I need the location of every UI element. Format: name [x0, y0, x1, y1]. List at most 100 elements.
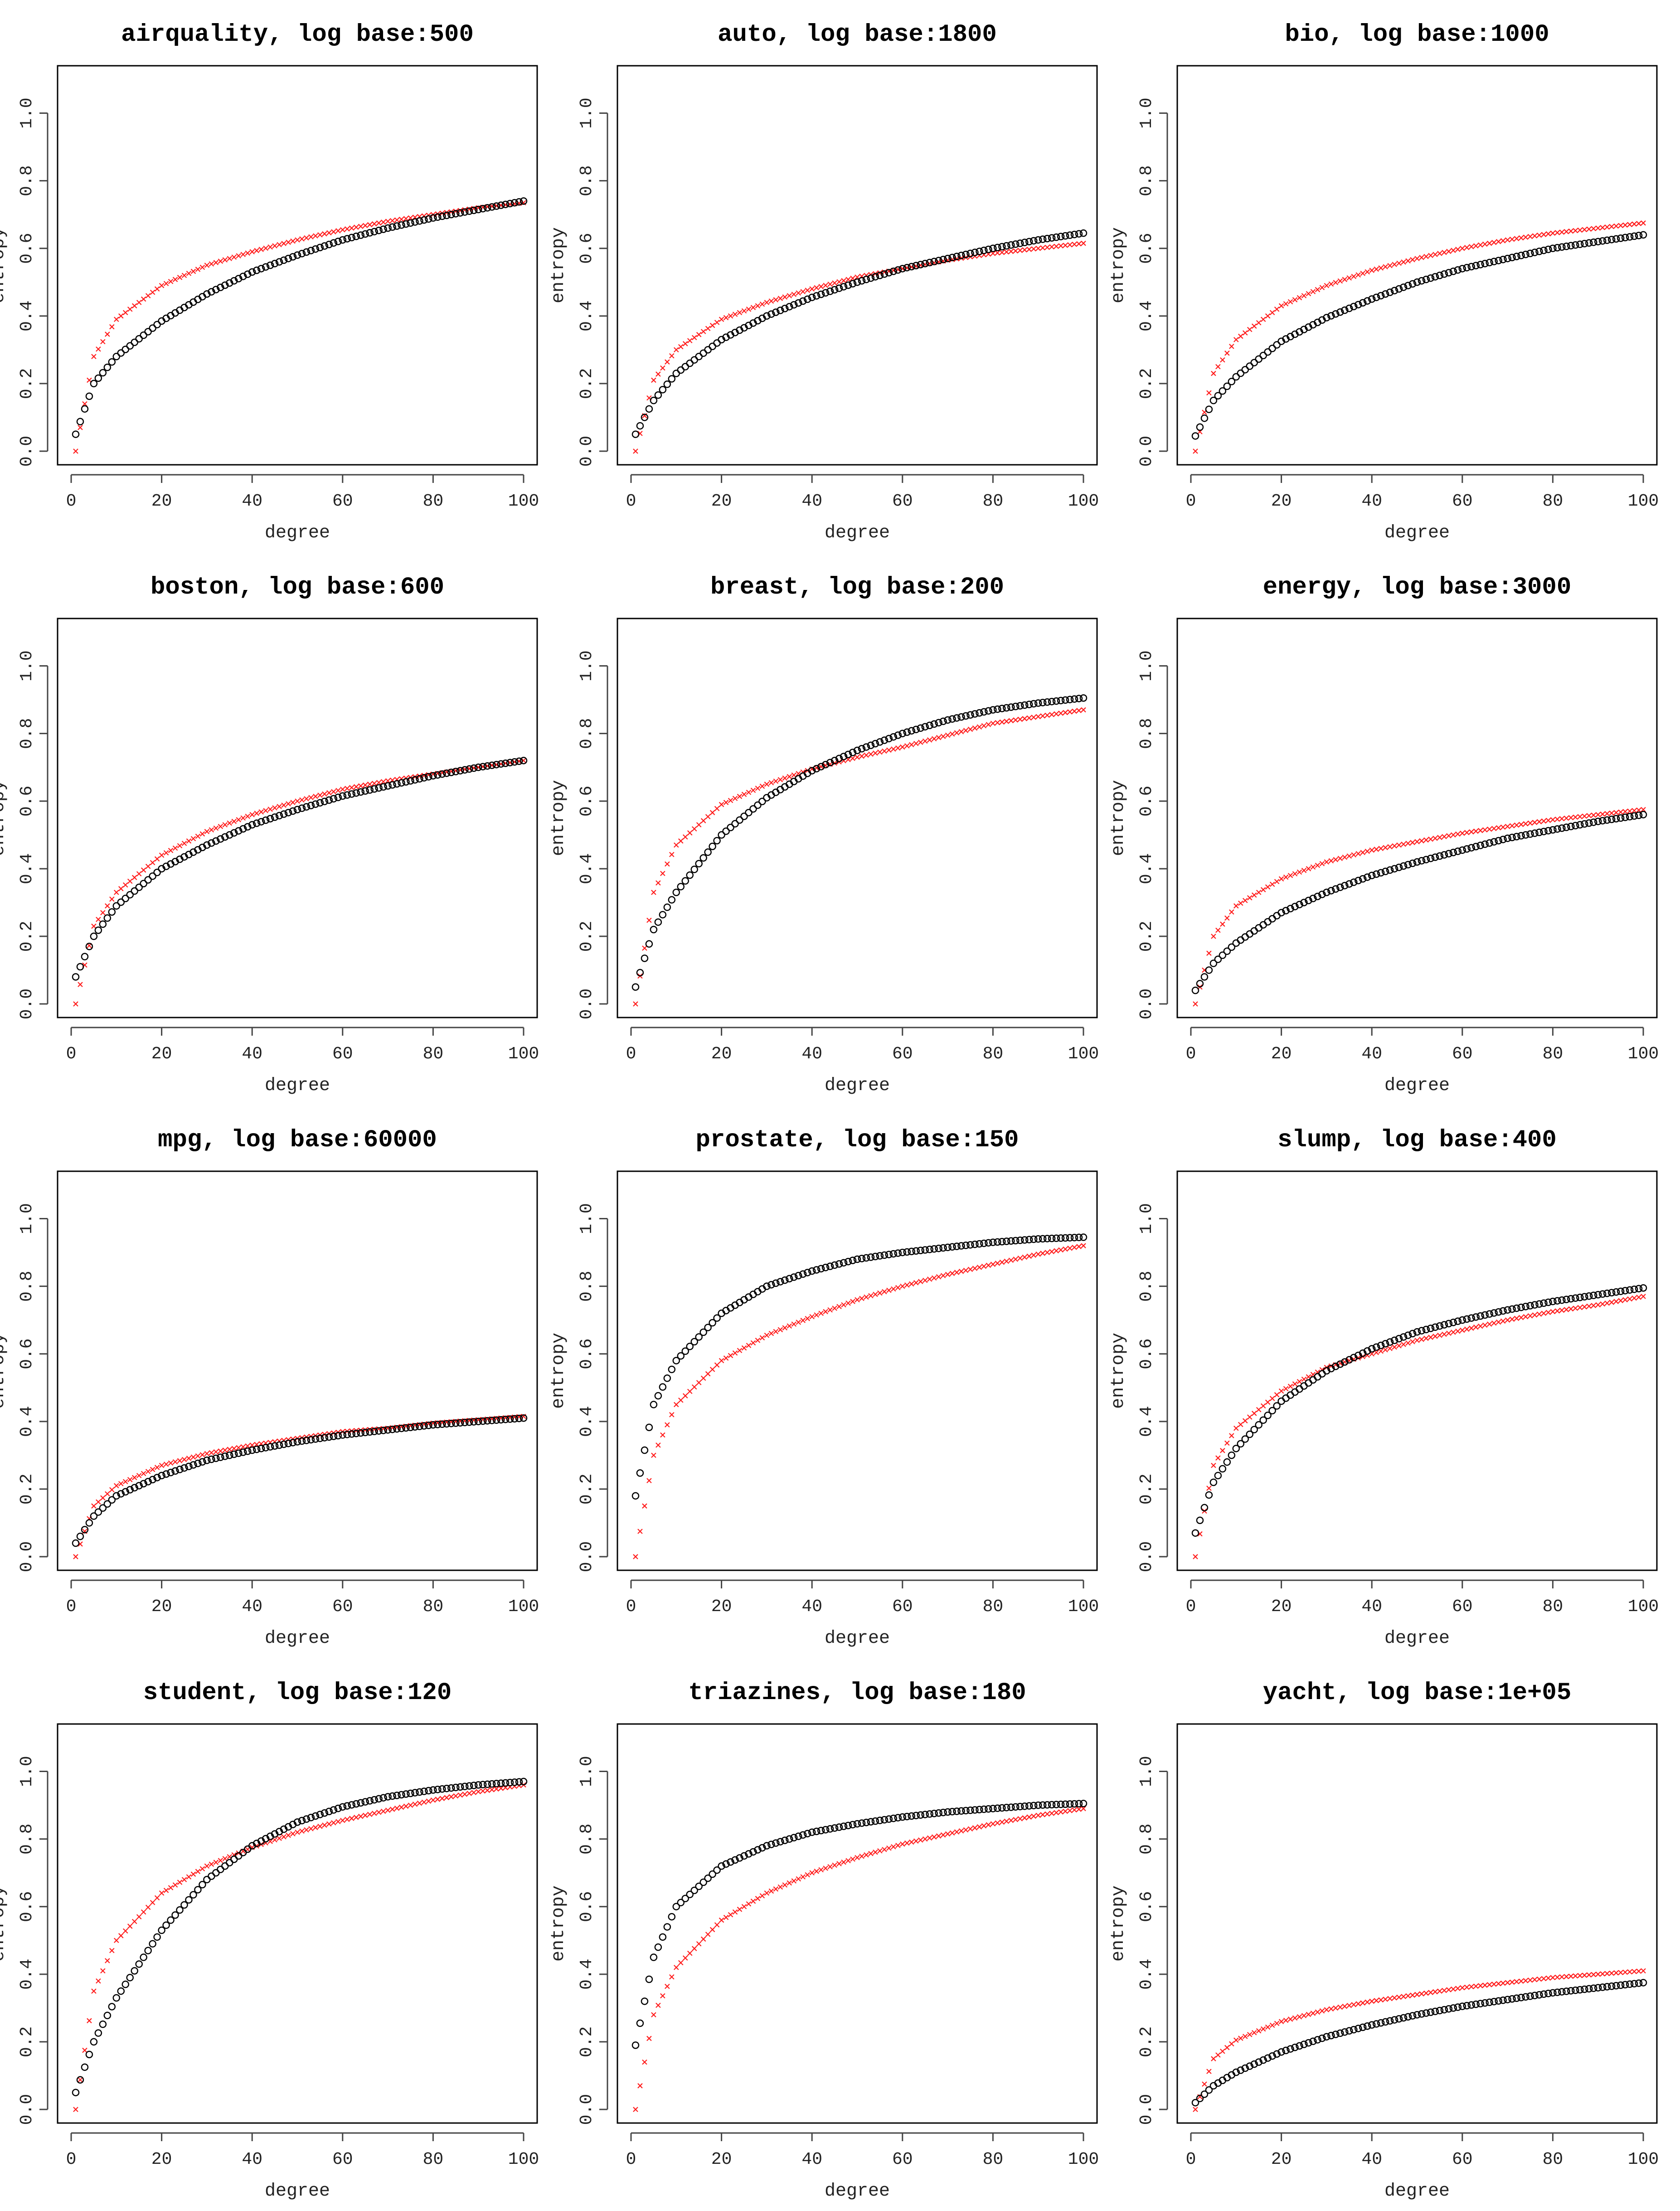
black-circle-mark [663, 903, 671, 911]
black-circle-mark [763, 1842, 771, 1850]
red-cross-mark [267, 806, 273, 812]
black-circle-mark [226, 831, 233, 839]
black-circle-mark [1504, 1996, 1511, 2003]
red-cross-mark [1242, 1418, 1248, 1424]
y-axis-label: entropy [0, 1333, 9, 1409]
red-cross-mark [1495, 825, 1501, 831]
black-circle-mark [465, 765, 473, 773]
red-cross-mark [995, 250, 1000, 256]
x-tick-label: 60 [892, 492, 913, 511]
red-cross-mark [398, 1804, 404, 1810]
y-tick-label: 0.4 [17, 1406, 37, 1437]
red-cross-mark [1468, 1984, 1474, 1990]
black-circle-mark [1296, 1385, 1303, 1393]
red-cross-mark [254, 810, 259, 816]
red-cross-mark [1049, 244, 1054, 250]
chart-panel: airquality, log base:500 0 20 40 60 80 100 degr… [0, 0, 560, 553]
black-circle-mark [194, 1460, 202, 1467]
red-cross-mark [1613, 1970, 1619, 1976]
red-cross-mark [1455, 247, 1461, 252]
chart-svg: boston, log base:6000 20 40 60 80 100degree0.… [0, 574, 539, 1096]
black-circle-mark [1273, 2050, 1281, 2058]
red-cross-mark [972, 725, 978, 731]
black-circle-mark [903, 263, 911, 272]
black-circle-mark [1526, 1992, 1534, 2000]
black-circle-mark [898, 1248, 907, 1256]
red-cross-mark [782, 775, 788, 781]
black-circle-mark [962, 250, 970, 258]
red-cross-mark [773, 297, 779, 302]
red-cross-mark [281, 802, 286, 808]
red-cross-mark [660, 1993, 665, 1999]
black-circle-mark [339, 236, 347, 244]
black-circle-mark [641, 1446, 649, 1454]
black-circle-mark [402, 220, 410, 228]
red-cross-mark [1545, 1310, 1551, 1315]
black-circle-mark [361, 1428, 369, 1437]
black-circle-mark [1558, 243, 1566, 251]
red-cross-mark [190, 1454, 196, 1460]
red-cross-mark [195, 267, 201, 272]
red-cross-mark [818, 1867, 824, 1873]
black-circle-mark [461, 1418, 469, 1427]
x-tick-label: 0 [1186, 2150, 1196, 2169]
black-circle-mark [985, 245, 992, 253]
black-circle-mark [189, 1891, 197, 1899]
black-circle-mark [858, 1819, 866, 1827]
black-circle-mark [1377, 2019, 1385, 2027]
black-circle-mark [1345, 2027, 1353, 2035]
red-cross-mark [1392, 1995, 1397, 2001]
black-circle-mark [1061, 696, 1069, 704]
red-cross-mark [945, 1831, 951, 1837]
black-circle-mark [438, 212, 446, 220]
black-circle-mark [1191, 986, 1199, 994]
red-cross-mark [1491, 826, 1497, 831]
black-circle-mark [1061, 1234, 1069, 1242]
black-circle-mark [862, 276, 870, 283]
black-circle-mark [1594, 1984, 1602, 1992]
black-circle-mark [366, 229, 374, 237]
red-cross-mark [841, 1302, 846, 1308]
black-circle-mark [1264, 2054, 1272, 2062]
black-circle-mark [898, 1813, 907, 1821]
red-cross-mark [154, 856, 160, 862]
black-circle-mark [659, 911, 667, 919]
black-circle-mark [1617, 234, 1625, 242]
x-tick-label: 20 [151, 1597, 172, 1617]
red-cross-mark [385, 219, 391, 224]
red-cross-mark [1613, 810, 1619, 815]
black-circle-mark [470, 206, 478, 214]
y-tick-label: 0.6 [1137, 1339, 1156, 1369]
black-circle-mark [989, 1805, 997, 1812]
red-cross-mark [682, 834, 688, 840]
x-tick-label: 0 [66, 1044, 77, 1064]
red-cross-mark [732, 1909, 738, 1915]
black-circle-mark [1259, 2056, 1267, 2064]
black-circle-mark [252, 819, 261, 827]
y-tick-label: 0.4 [577, 1406, 597, 1437]
red-cross-mark [687, 1388, 693, 1394]
black-circle-mark [506, 1778, 514, 1787]
black-circle-mark [1057, 1800, 1065, 1808]
red-cross-mark [1274, 2021, 1280, 2026]
red-cross-mark [1211, 370, 1216, 376]
red-cross-mark [1296, 1379, 1302, 1384]
black-circle-mark [1603, 236, 1611, 244]
red-cross-mark [1405, 1993, 1411, 1999]
x-tick-label: 20 [151, 2150, 172, 2169]
red-cross-mark [1292, 1381, 1298, 1387]
black-circle-mark [203, 290, 211, 298]
red-cross-mark [1378, 265, 1384, 271]
black-circle-mark [858, 1255, 866, 1262]
red-cross-mark [331, 789, 336, 794]
black-circle-mark [1219, 1465, 1227, 1473]
black-circle-mark [1016, 702, 1024, 710]
red-cross-mark [787, 293, 792, 298]
red-cross-mark [682, 341, 688, 346]
red-cross-mark [295, 1829, 300, 1835]
black-circle-mark [510, 758, 519, 766]
red-cross-mark [719, 802, 724, 807]
black-circle-mark [1241, 933, 1249, 941]
red-cross-mark [87, 2018, 92, 2024]
